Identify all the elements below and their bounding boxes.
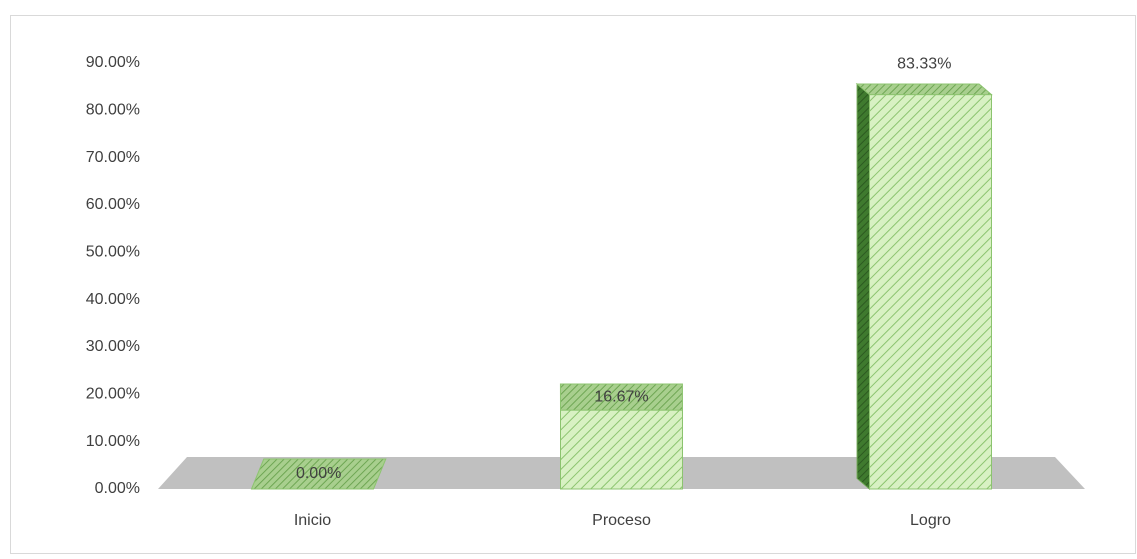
data-label: 16.67% bbox=[594, 388, 648, 405]
data-label: 0.00% bbox=[296, 465, 341, 482]
y-tick-label: 50.00% bbox=[86, 244, 140, 261]
bar-side bbox=[856, 82, 870, 491]
y-tick-label: 70.00% bbox=[86, 149, 140, 166]
y-tick-label: 80.00% bbox=[86, 102, 140, 119]
x-tick-label: Inicio bbox=[294, 512, 331, 529]
bar-top bbox=[250, 458, 387, 490]
x-tick-label: Logro bbox=[910, 512, 951, 529]
bar-top bbox=[855, 83, 993, 96]
bar bbox=[560, 409, 683, 490]
x-tick-label: Proceso bbox=[592, 512, 651, 529]
bar bbox=[869, 94, 992, 490]
y-tick-label: 40.00% bbox=[86, 291, 140, 308]
y-tick-label: 30.00% bbox=[86, 338, 140, 355]
bar-top bbox=[559, 383, 684, 411]
y-tick-label: 20.00% bbox=[86, 386, 140, 403]
y-tick-label: 90.00% bbox=[86, 54, 140, 71]
y-tick-label: 10.00% bbox=[86, 433, 140, 450]
y-tick-label: 0.00% bbox=[95, 480, 140, 497]
y-tick-label: 60.00% bbox=[86, 196, 140, 213]
data-label: 83.33% bbox=[897, 56, 951, 73]
